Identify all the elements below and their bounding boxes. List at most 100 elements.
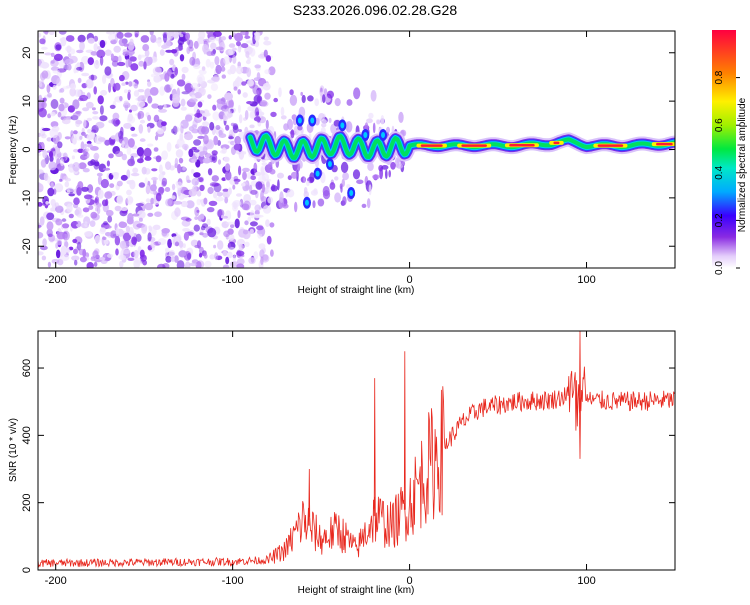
noise-blob xyxy=(150,73,156,78)
noise-blob xyxy=(77,77,82,84)
noise-blob xyxy=(114,205,122,212)
noise-blob xyxy=(159,86,165,96)
noise-blob xyxy=(125,81,129,85)
transition-blob xyxy=(270,185,278,192)
noise-blob xyxy=(208,200,218,206)
noise-blob xyxy=(236,250,245,257)
noise-blob xyxy=(79,256,87,263)
noise-blob xyxy=(241,182,246,187)
noise-blob xyxy=(158,108,168,113)
noise-blob xyxy=(166,142,172,152)
noise-blob xyxy=(58,31,67,35)
noise-blob xyxy=(249,210,255,219)
noise-blob xyxy=(40,133,47,139)
noise-blob xyxy=(207,94,212,99)
noise-blob xyxy=(232,54,237,64)
transition-blob xyxy=(370,90,377,102)
noise-blob xyxy=(79,94,88,102)
noise-blob xyxy=(46,137,52,142)
noise-blob xyxy=(114,82,121,91)
noise-blob xyxy=(127,91,131,101)
transition-blob xyxy=(380,115,385,125)
noise-blob xyxy=(90,211,98,219)
colorbar: 0.0 0.2 0.4 0.6 0.8 Normalized spectral ampl… xyxy=(712,30,748,275)
noise-blob xyxy=(225,170,232,181)
noise-blob xyxy=(259,249,265,259)
noise-blob xyxy=(185,200,195,209)
noise-blob xyxy=(258,243,266,250)
noise-blob xyxy=(50,99,59,109)
transition-blob xyxy=(368,112,374,119)
noise-blob xyxy=(186,39,191,45)
ridge-blob-core xyxy=(349,190,354,197)
noise-blob xyxy=(171,183,176,191)
noise-blob xyxy=(116,180,123,187)
noise-blob xyxy=(71,134,77,144)
noise-blob xyxy=(135,203,144,207)
noise-blob xyxy=(42,150,48,159)
transition-blob xyxy=(390,161,396,170)
noise-blob xyxy=(249,228,254,234)
noise-blob xyxy=(147,95,153,104)
noise-blob xyxy=(197,135,205,139)
spectrogram-y-tick-label: -20 xyxy=(21,238,33,254)
noise-blob xyxy=(161,150,169,160)
transition-blob xyxy=(277,172,284,179)
noise-blob xyxy=(254,32,260,42)
noise-blob xyxy=(62,86,70,90)
noise-blob xyxy=(41,255,47,261)
noise-blob xyxy=(202,121,210,127)
noise-blob xyxy=(162,33,168,43)
noise-blob xyxy=(186,46,191,55)
noise-blob xyxy=(198,252,203,258)
noise-blob xyxy=(232,200,242,207)
noise-blob xyxy=(181,219,191,227)
noise-blob xyxy=(242,167,250,173)
noise-blob xyxy=(169,165,175,171)
noise-blob xyxy=(123,89,129,94)
noise-blob xyxy=(90,74,95,81)
noise-blob xyxy=(102,74,107,85)
noise-blob xyxy=(138,95,148,100)
noise-blob xyxy=(127,158,135,167)
noise-blob xyxy=(100,178,109,189)
noise-blob xyxy=(42,238,47,247)
noise-blob xyxy=(129,179,136,190)
noise-blob xyxy=(38,202,43,207)
transition-blob xyxy=(282,203,289,209)
noise-blob xyxy=(147,56,153,65)
snr-frame xyxy=(37,330,676,571)
snr-y-tick-label: 200 xyxy=(21,493,33,511)
noise-blob xyxy=(227,187,232,195)
colorbar-bar xyxy=(712,30,736,268)
transition-blob xyxy=(250,189,258,195)
noise-blob xyxy=(135,233,142,242)
noise-blob xyxy=(105,232,111,237)
transition-blob xyxy=(279,191,284,204)
noise-blob xyxy=(60,254,70,261)
noise-blob xyxy=(65,35,75,42)
noise-blob xyxy=(106,253,114,258)
noise-blob xyxy=(199,184,205,192)
noise-blob xyxy=(233,178,241,183)
noise-blob xyxy=(194,206,200,217)
transition-blob xyxy=(294,201,298,213)
colorbar-tick-label: 0.6 xyxy=(714,118,725,132)
noise-blob xyxy=(118,55,122,63)
noise-blob xyxy=(47,113,52,119)
noise-blob xyxy=(93,43,98,52)
colorbar-label: Normalized spectral amplitude xyxy=(737,97,748,232)
spectrogram-y-axis-label: Frequency (Hz) xyxy=(8,116,19,185)
noise-blob xyxy=(126,116,136,124)
noise-blob xyxy=(92,111,99,115)
noise-blob xyxy=(176,181,183,191)
transition-blob xyxy=(290,171,298,179)
noise-blob xyxy=(173,201,183,205)
colorbar-tick-label: 0.2 xyxy=(714,213,725,227)
noise-blob xyxy=(82,168,90,173)
noise-blob xyxy=(76,110,82,115)
transition-blob xyxy=(372,174,380,180)
noise-blob xyxy=(191,94,196,99)
noise-blob xyxy=(47,261,52,268)
noise-blob xyxy=(118,221,128,228)
